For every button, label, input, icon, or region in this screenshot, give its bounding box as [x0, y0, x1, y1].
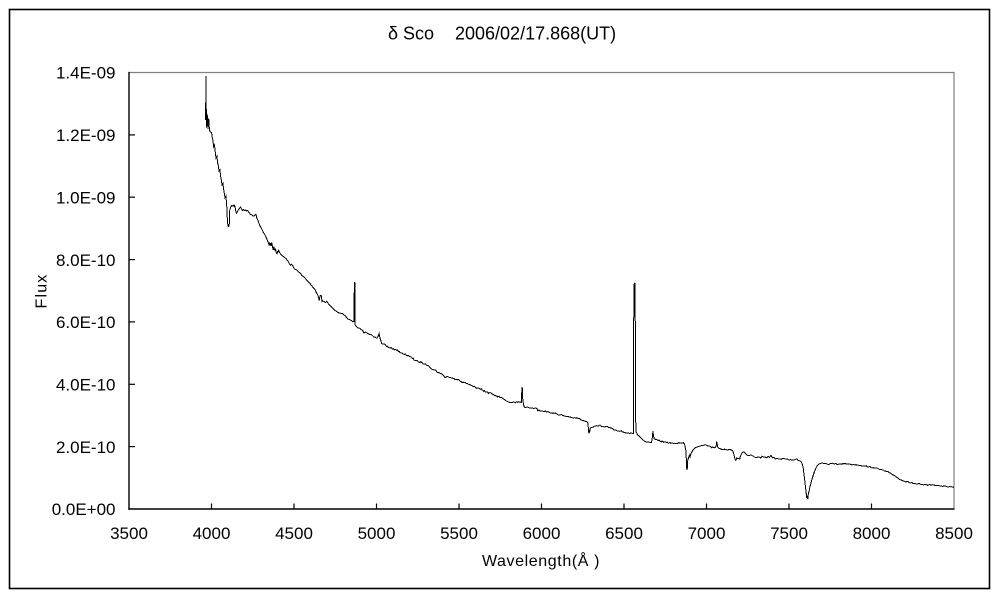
svg-text:4500: 4500	[275, 524, 313, 543]
svg-text:Flux: Flux	[34, 273, 51, 308]
svg-text:8000: 8000	[853, 524, 891, 543]
svg-text:8.0E-10: 8.0E-10	[56, 251, 116, 270]
svg-text:2.0E-10: 2.0E-10	[56, 438, 116, 457]
svg-text:4000: 4000	[193, 524, 231, 543]
svg-text:3500: 3500	[110, 524, 148, 543]
svg-text:6.0E-10: 6.0E-10	[56, 313, 116, 332]
svg-text:4.0E-10: 4.0E-10	[56, 376, 116, 395]
svg-text:δ Sco: δ Sco	[388, 24, 434, 44]
svg-text:7500: 7500	[770, 524, 808, 543]
svg-text:0.0E+00: 0.0E+00	[52, 500, 116, 519]
svg-text:6500: 6500	[605, 524, 643, 543]
svg-text:8500: 8500	[935, 524, 973, 543]
svg-text:1.2E-09: 1.2E-09	[56, 126, 116, 145]
svg-text:5500: 5500	[440, 524, 478, 543]
svg-text:2006/02/17.868(UT): 2006/02/17.868(UT)	[455, 24, 616, 44]
svg-text:6000: 6000	[523, 524, 561, 543]
svg-text:7000: 7000	[688, 524, 726, 543]
svg-text:1.4E-09: 1.4E-09	[56, 64, 116, 83]
svg-text:5000: 5000	[358, 524, 396, 543]
svg-text:Wavelength(Å ): Wavelength(Å )	[482, 551, 600, 570]
svg-text:1.0E-09: 1.0E-09	[56, 188, 116, 207]
